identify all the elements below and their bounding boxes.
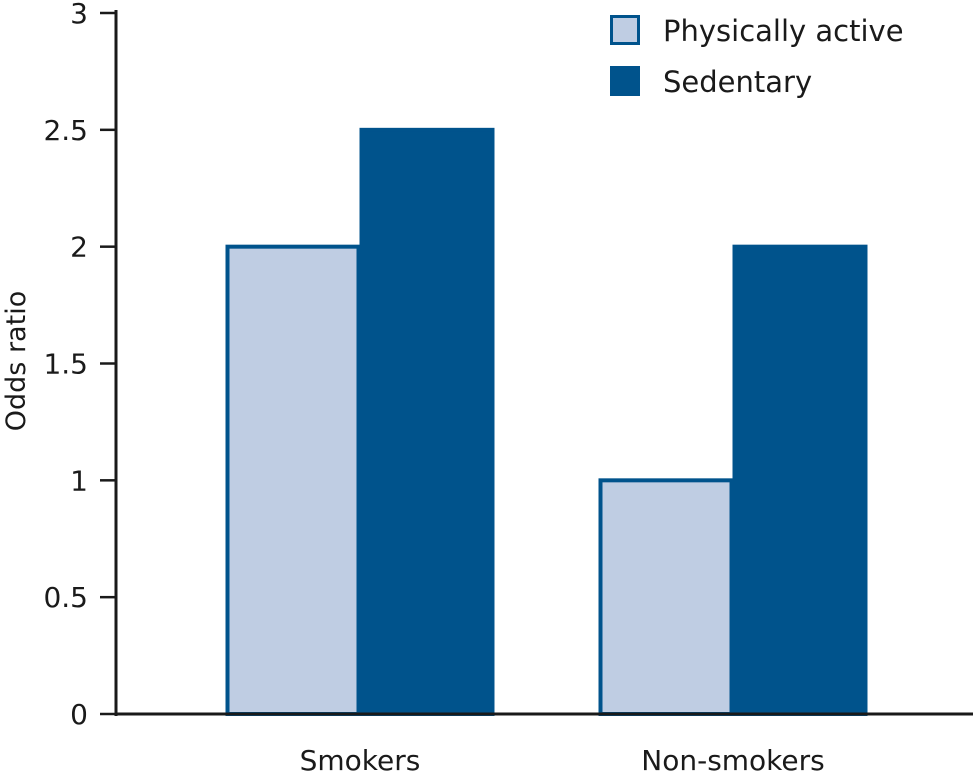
bar-non-smokers-sedentary	[732, 244, 868, 717]
legend-label: Physically active	[663, 14, 904, 48]
y-tick-label: 1	[70, 464, 88, 497]
bar-smokers-physically-active	[225, 244, 361, 717]
legend-label: Sedentary	[663, 65, 812, 99]
y-tick-label: 0	[70, 698, 88, 731]
x-category-label: Smokers	[300, 744, 421, 773]
y-tick-label: 3	[70, 0, 88, 30]
legend: Physically active Sedentary	[610, 14, 904, 99]
y-ticks-layer: 0 0.5 1 1.5 2 2.5 3	[43, 0, 116, 731]
y-tick-label: 2.5	[43, 114, 88, 147]
bar-smokers-sedentary	[359, 127, 495, 717]
legend-swatch	[610, 66, 640, 96]
x-category-label: Non-smokers	[641, 744, 824, 773]
y-axis-label: Odds ratio	[1, 291, 32, 431]
y-tick-label: 1.5	[43, 348, 88, 381]
x-labels-layer: Smokers Non-smokers	[300, 744, 825, 773]
y-tick-label: 2	[70, 231, 88, 264]
bar-non-smokers-physically-active	[598, 478, 734, 717]
legend-swatch	[610, 15, 640, 45]
bars-layer	[225, 127, 868, 717]
y-tick-label: 0.5	[43, 581, 88, 614]
